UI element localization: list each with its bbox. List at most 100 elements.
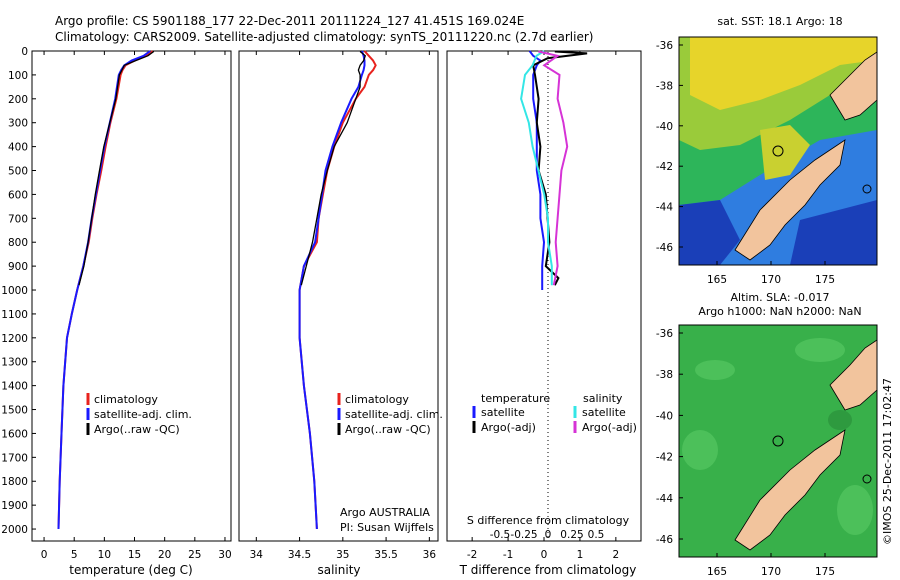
sla-lon-label: 175 xyxy=(815,566,835,578)
sst-lat-label: -36 xyxy=(656,40,673,52)
sla-secondary-marker xyxy=(862,474,872,484)
salinity-xtick-label: 34 xyxy=(250,549,264,561)
temperature-ytick-label: 900 xyxy=(8,261,28,273)
sst-lon-label: 170 xyxy=(761,274,781,286)
series-line-temperature-argo-adj- xyxy=(532,50,588,286)
temperature-panel: 0100200300400500600700800900100011001200… xyxy=(1,46,231,577)
temperature-legend: climatology satellite-adj. clim. Argo(..… xyxy=(86,393,192,436)
difference-legend: temperature salinity satellite Argo(-adj… xyxy=(472,392,637,434)
sst-lat-label: -46 xyxy=(656,242,673,254)
s-difference-tick-label: -0.5 xyxy=(490,529,511,541)
sst-lat-label: -42 xyxy=(656,161,673,173)
salinity-xtick-label: 35.5 xyxy=(374,549,397,561)
temperature-ytick-label: 400 xyxy=(8,142,28,154)
temperature-ytick-label: 1300 xyxy=(1,357,28,369)
sla-lat-label: -36 xyxy=(656,328,673,340)
difference-xtick-label: 0 xyxy=(541,549,548,561)
diff-legend-t-argo: Argo(-adj) xyxy=(481,421,536,434)
salinity-xtick-label: 35 xyxy=(336,549,349,561)
diff-legend-s-satellite: satellite xyxy=(582,406,626,419)
temperature-ytick-label: 0 xyxy=(21,46,28,58)
legend-temperature-title: temperature xyxy=(481,392,550,405)
temperature-ytick-label: 500 xyxy=(8,166,28,178)
salinity-legend-2: Argo(..raw -QC) xyxy=(345,423,431,436)
temperature-ytick-label: 100 xyxy=(8,70,28,82)
difference-panel: -2 -1 0 1 2 S difference from climatology -0… xyxy=(446,50,642,577)
sla-lat-label: -40 xyxy=(656,410,673,422)
s-difference-ticks: -0.5 -0.25 0 0.25 0.5 xyxy=(490,529,605,541)
sla-field xyxy=(679,325,877,557)
temperature-ytick-label: 1400 xyxy=(1,381,28,393)
temperature-xtick-label: 0 xyxy=(41,549,48,561)
difference-xtick-label: 2 xyxy=(613,549,620,561)
sst-map-title: sat. SST: 18.1 Argo: 18 xyxy=(717,15,842,28)
sla-map-title1: Altim. SLA: -0.017 xyxy=(730,291,829,304)
salinity-legend-1: satellite-adj. clim. xyxy=(345,408,443,421)
difference-axes-box xyxy=(446,50,642,542)
s-difference-tick-label: -0.25 xyxy=(510,529,537,541)
diff-legend-t-satellite: satellite xyxy=(481,406,525,419)
temperature-lines xyxy=(57,50,155,530)
temperature-ytick-label: 2000 xyxy=(1,524,28,536)
sla-map-frame xyxy=(678,324,878,558)
sst-map-panel: sat. SST: 18.1 Argo: 18 -36 -38 -40 -42 -44 -… xyxy=(656,15,878,286)
temperature-ytick-label: 1500 xyxy=(1,405,28,417)
temperature-xtick-label: 30 xyxy=(218,549,231,561)
t-difference-label: T difference from climatology xyxy=(459,563,637,577)
temperature-legend-2: Argo(..raw -QC) xyxy=(94,423,180,436)
salinity-note-pi: PI: Susan Wijffels xyxy=(340,521,434,534)
temperature-ytick-label: 600 xyxy=(8,189,28,201)
s-difference-label: S difference from climatology xyxy=(467,514,630,527)
salinity-xtick-label: 36 xyxy=(423,549,437,561)
sla-argo-location-marker xyxy=(772,435,784,447)
temperature-legend-0: climatology xyxy=(94,393,158,406)
temperature-y-ticks: 0 100 200 300 400 500 600 700 800 900 1000 1100 1200… xyxy=(1,46,36,536)
sst-lon-label: 175 xyxy=(815,274,835,286)
s-difference-tick-label: 0.5 xyxy=(588,529,605,541)
temperature-axes-box xyxy=(31,50,232,542)
header-line1: Argo profile: CS 5901188_177 22-Dec-2011… xyxy=(55,14,524,28)
temperature-xtick-label: 20 xyxy=(158,549,171,561)
temperature-ytick-label: 200 xyxy=(8,94,28,106)
sla-lon-label: 170 xyxy=(761,566,781,578)
sla-landmass xyxy=(734,429,846,551)
difference-xtick-label: -2 xyxy=(467,549,477,561)
difference-xtick-label: -1 xyxy=(503,549,513,561)
temperature-xtick-label: 5 xyxy=(71,549,78,561)
header-line2: Climatology: CARS2009. Satellite-adjuste… xyxy=(55,30,593,44)
s-difference-tick-label: 0 xyxy=(545,529,552,541)
temperature-xtick-label: 25 xyxy=(188,549,201,561)
temperature-ytick-label: 1700 xyxy=(1,452,28,464)
sst-lon-label: 165 xyxy=(707,274,727,286)
temperature-legend-1: satellite-adj. clim. xyxy=(94,408,192,421)
temperature-xtick-label: 10 xyxy=(98,549,111,561)
temperature-xtick-label: 15 xyxy=(128,549,141,561)
salinity-x-ticks: 34 34.5 35 35.5 36 xyxy=(250,51,437,561)
sla-lon-label: 165 xyxy=(707,566,727,578)
sst-lat-label: -40 xyxy=(656,121,673,133)
sst-field xyxy=(679,37,877,265)
salinity-axes-box xyxy=(238,50,439,542)
salinity-lines xyxy=(298,50,377,530)
temperature-ytick-label: 1200 xyxy=(1,333,28,345)
sst-north-island xyxy=(829,51,877,121)
sla-lat-label: -46 xyxy=(656,534,673,546)
temperature-ytick-label: 300 xyxy=(8,118,28,130)
salinity-xtick-label: 34.5 xyxy=(288,549,311,561)
sst-lat-label: -38 xyxy=(656,80,673,92)
salinity-legend-0: climatology xyxy=(345,393,409,406)
difference-lines xyxy=(520,50,588,290)
sla-map-title2: Argo h1000: NaN h2000: NaN xyxy=(698,305,861,318)
series-line-satellite-adj-clim- xyxy=(298,50,366,530)
salinity-xlabel: salinity xyxy=(317,563,360,577)
sst-lat-label: -44 xyxy=(656,202,673,214)
temperature-ytick-label: 1800 xyxy=(1,476,28,488)
s-difference-tick-label: 0.25 xyxy=(560,529,583,541)
sst-lon-ticks: 165 170 175 xyxy=(707,261,835,286)
series-line-argo-raw-qc- xyxy=(300,50,366,286)
temperature-x-ticks: 0 5 10 15 20 25 30 xyxy=(41,51,232,561)
sla-map-panel: Altim. SLA: -0.017 Argo h1000: NaN h2000… xyxy=(656,291,878,578)
temperature-ytick-label: 1000 xyxy=(1,285,28,297)
sst-argo-location-marker xyxy=(772,145,784,157)
